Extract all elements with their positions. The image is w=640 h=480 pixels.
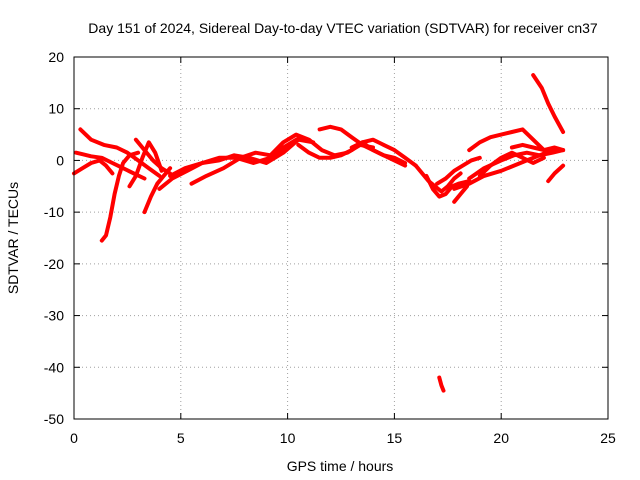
series-track-15 <box>413 163 463 194</box>
series-track-10 <box>189 135 303 186</box>
x-tick-label: 10 <box>280 430 296 446</box>
series-track-19 <box>437 375 446 393</box>
y-tick-label: 20 <box>48 49 64 65</box>
grid-lines <box>74 57 608 419</box>
y-tick-label: 0 <box>56 152 64 168</box>
series-track-6 <box>142 166 173 215</box>
series-track-2 <box>78 127 162 178</box>
series-track-4 <box>72 158 115 176</box>
x-tick-label: 0 <box>70 430 78 446</box>
plot-frame <box>73 56 609 420</box>
y-tick-label: 10 <box>48 101 64 117</box>
series-track-16 <box>424 173 472 199</box>
series-track-18 <box>435 155 482 186</box>
series-track-1 <box>74 150 147 181</box>
y-tick-label: -40 <box>44 359 64 375</box>
y-tick-label: -30 <box>44 308 64 324</box>
y-tick-label: -20 <box>44 256 64 272</box>
series-track-14 <box>349 140 408 168</box>
series-track-22 <box>477 150 546 178</box>
series-track-17 <box>452 184 469 204</box>
y-tick-label: -10 <box>44 204 64 220</box>
x-tick-label: 5 <box>177 430 185 446</box>
series-track-25 <box>546 163 566 184</box>
y-tick-label: -50 <box>44 411 64 427</box>
series-track-8 <box>157 145 290 191</box>
data-series <box>72 73 566 393</box>
series-track-3 <box>99 150 141 243</box>
x-axis-label: GPS time / hours <box>287 458 394 474</box>
y-axis-label: SDTVAR / TECUs <box>5 182 21 294</box>
chart-title: Day 151 of 2024, Sidereal Day-to-day VTE… <box>88 20 598 36</box>
x-tick-label: 15 <box>387 430 403 446</box>
x-tick-label: 20 <box>493 430 509 446</box>
series-track-26 <box>509 142 566 153</box>
series-track-24 <box>531 73 566 134</box>
series-track-23 <box>467 127 546 153</box>
series-track-7 <box>133 137 173 176</box>
x-tick-label: 25 <box>600 430 616 446</box>
